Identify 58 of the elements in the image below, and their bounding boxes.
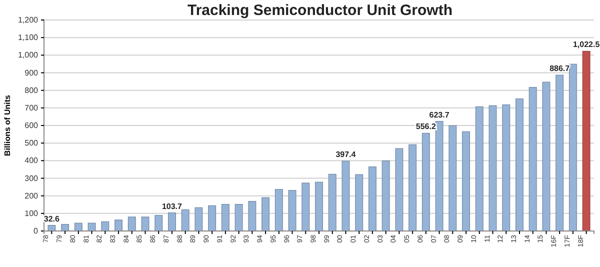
bar — [221, 204, 230, 232]
y-axis-title: Billions of Units — [3, 94, 12, 156]
data-label: 1,022.5 — [572, 40, 600, 50]
bar — [582, 50, 590, 232]
bar — [435, 121, 444, 232]
bar — [542, 82, 550, 232]
bar — [248, 200, 256, 232]
bar — [128, 216, 136, 232]
bar — [194, 207, 203, 232]
bar — [208, 205, 216, 232]
bar — [488, 105, 497, 232]
bar — [355, 174, 364, 232]
bar — [382, 160, 390, 232]
y-tick-label: 800 — [24, 86, 39, 95]
bar — [61, 224, 70, 232]
y-tick-label: 700 — [24, 103, 39, 112]
y-tick-label: 600 — [24, 121, 39, 130]
bar — [462, 131, 470, 232]
y-tick-label: 400 — [24, 156, 39, 166]
bar — [315, 182, 323, 232]
bar — [141, 216, 150, 232]
bar — [288, 190, 296, 232]
chart-title: Tracking Semiconductor Unit Growth — [187, 2, 453, 19]
bar — [408, 144, 417, 232]
bar — [168, 212, 176, 232]
y-tick-label: 300 — [24, 174, 39, 183]
bar — [368, 166, 376, 232]
bar — [328, 174, 336, 232]
y-tick-label: 100 — [24, 208, 39, 218]
y-tick-label: 500 — [24, 138, 39, 148]
bar — [516, 98, 524, 232]
bar — [234, 204, 243, 232]
bar — [475, 106, 484, 232]
bar — [181, 209, 190, 232]
bar — [568, 64, 577, 232]
bar — [395, 148, 404, 232]
bar — [502, 104, 510, 232]
y-tick-label: 1,200 — [18, 16, 39, 25]
bar — [274, 189, 283, 232]
bar — [262, 197, 270, 232]
data-label: 103.7 — [162, 202, 183, 211]
bar — [101, 221, 110, 232]
bar — [302, 182, 310, 232]
y-tick-label: 200 — [24, 191, 39, 200]
bar — [342, 160, 350, 232]
bar — [422, 132, 430, 232]
bar — [528, 87, 537, 232]
y-tick-label: 1,000 — [18, 50, 39, 60]
y-tick-label: 1,100 — [18, 33, 39, 42]
data-label: 32.6 — [44, 214, 60, 224]
bar — [556, 74, 564, 232]
data-label: 623.7 — [429, 110, 450, 120]
bar — [154, 215, 163, 232]
bar — [448, 125, 457, 232]
y-tick-label: 900 — [24, 68, 39, 78]
y-tick-label: 0 — [34, 226, 39, 236]
bar — [114, 220, 122, 232]
data-label: 397.4 — [336, 150, 356, 160]
